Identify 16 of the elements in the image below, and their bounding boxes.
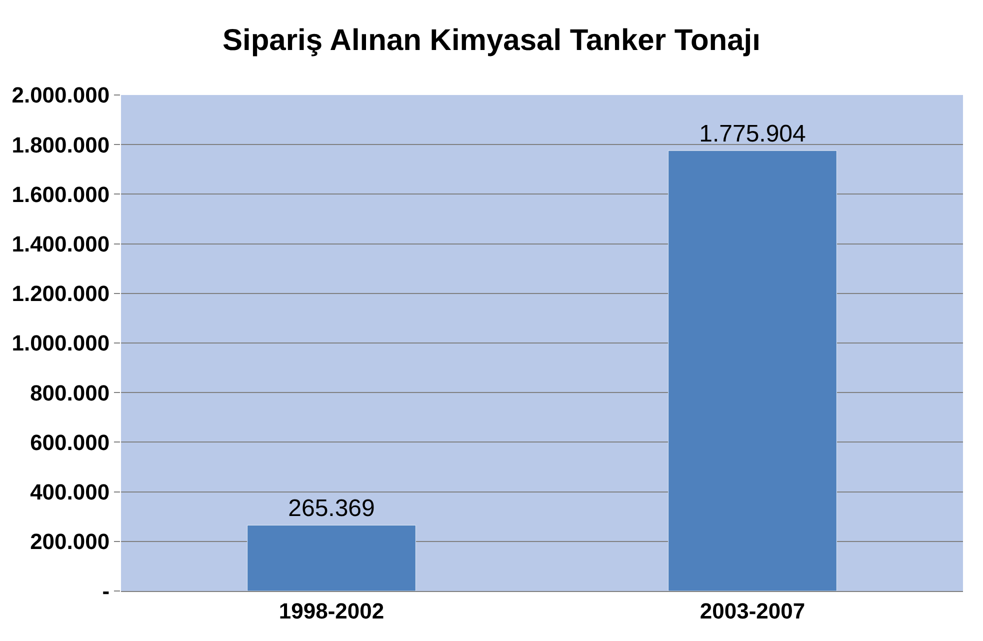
chart-title: Sipariş Alınan Kimyasal Tanker Tonajı [222, 24, 760, 57]
y-tick-label: - [102, 578, 110, 604]
x-tick-label: 1998-2002 [278, 598, 384, 624]
y-tick-label: 1.200.000 [12, 281, 110, 306]
y-tick-label: 600.000 [30, 430, 110, 455]
y-tick-label: 1.000.000 [12, 330, 110, 356]
x-tick-label: 2003-2007 [700, 598, 806, 624]
y-tick-label: 200.000 [30, 529, 110, 554]
y-tick-label: 2.000.000 [12, 82, 110, 108]
data-label: 265.369 [288, 495, 375, 522]
y-tick-label: 800.000 [30, 380, 110, 406]
data-label: 1.775.904 [699, 120, 806, 148]
y-tick-label: 1.600.000 [12, 182, 110, 207]
y-tick-label: 1.800.000 [12, 132, 110, 158]
y-tick-label: 400.000 [30, 480, 110, 504]
y-tick-label: 1.400.000 [12, 232, 110, 256]
